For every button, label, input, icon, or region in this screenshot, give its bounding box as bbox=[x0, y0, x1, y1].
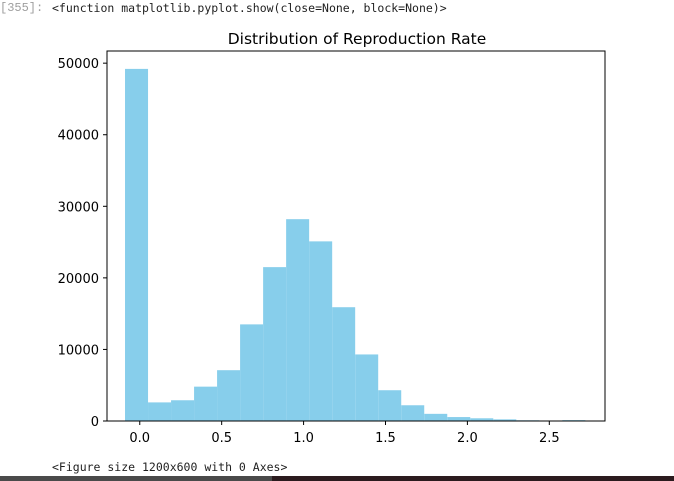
x-tick-label: 1.0 bbox=[293, 431, 314, 446]
x-axis-ticks: 0.0 0.5 1.0 1.5 2.0 2.5 bbox=[129, 421, 560, 446]
y-tick-label: 10000 bbox=[58, 343, 99, 358]
plot-frame bbox=[106, 50, 606, 422]
histogram-chart: Distribution of Reproduction Rate 0.0 0.5… bbox=[0, 20, 674, 460]
y-axis-ticks: 0 10000 20000 30000 40000 50000 bbox=[58, 57, 107, 430]
histogram-bar bbox=[424, 413, 448, 421]
horizontal-scrollbar-thumb[interactable] bbox=[0, 476, 272, 481]
y-tick-label: 0 bbox=[91, 415, 99, 430]
output-prompt: [355]: bbox=[0, 1, 44, 15]
histogram-bar bbox=[240, 324, 264, 421]
histogram-bar bbox=[355, 354, 379, 421]
y-tick-label: 40000 bbox=[58, 129, 99, 144]
figure-repr-text: <Figure size 1200x600 with 0 Axes> bbox=[52, 460, 288, 474]
chart-title: Distribution of Reproduction Rate bbox=[228, 30, 487, 48]
y-tick-label: 20000 bbox=[58, 272, 99, 287]
histogram-bar bbox=[378, 390, 402, 421]
histogram-bar bbox=[148, 402, 172, 421]
x-tick-label: 2.0 bbox=[457, 431, 478, 446]
histogram-bar bbox=[263, 267, 287, 421]
histogram-bar bbox=[470, 418, 494, 421]
x-tick-label: 0.0 bbox=[129, 431, 150, 446]
horizontal-scrollbar-track[interactable] bbox=[0, 476, 674, 481]
bars-group bbox=[125, 68, 586, 421]
histogram-bar bbox=[309, 241, 333, 421]
histogram-bar bbox=[493, 419, 517, 421]
x-tick-label: 1.5 bbox=[375, 431, 396, 446]
output-repr-text: <function matplotlib.pyplot.show(close=N… bbox=[52, 1, 447, 15]
x-tick-label: 0.5 bbox=[211, 431, 232, 446]
histogram-bar bbox=[125, 68, 149, 421]
histogram-bar bbox=[171, 400, 195, 421]
histogram-bar bbox=[194, 386, 218, 421]
y-tick-label: 30000 bbox=[58, 200, 99, 215]
histogram-bar bbox=[332, 307, 356, 421]
histogram-bar bbox=[447, 417, 471, 421]
x-tick-label: 2.5 bbox=[539, 431, 560, 446]
histogram-bar bbox=[401, 405, 425, 421]
histogram-bar bbox=[217, 370, 241, 421]
histogram-svg: Distribution of Reproduction Rate 0.0 0.5… bbox=[58, 30, 606, 446]
histogram-bar bbox=[286, 219, 310, 421]
y-tick-label: 50000 bbox=[58, 57, 99, 72]
